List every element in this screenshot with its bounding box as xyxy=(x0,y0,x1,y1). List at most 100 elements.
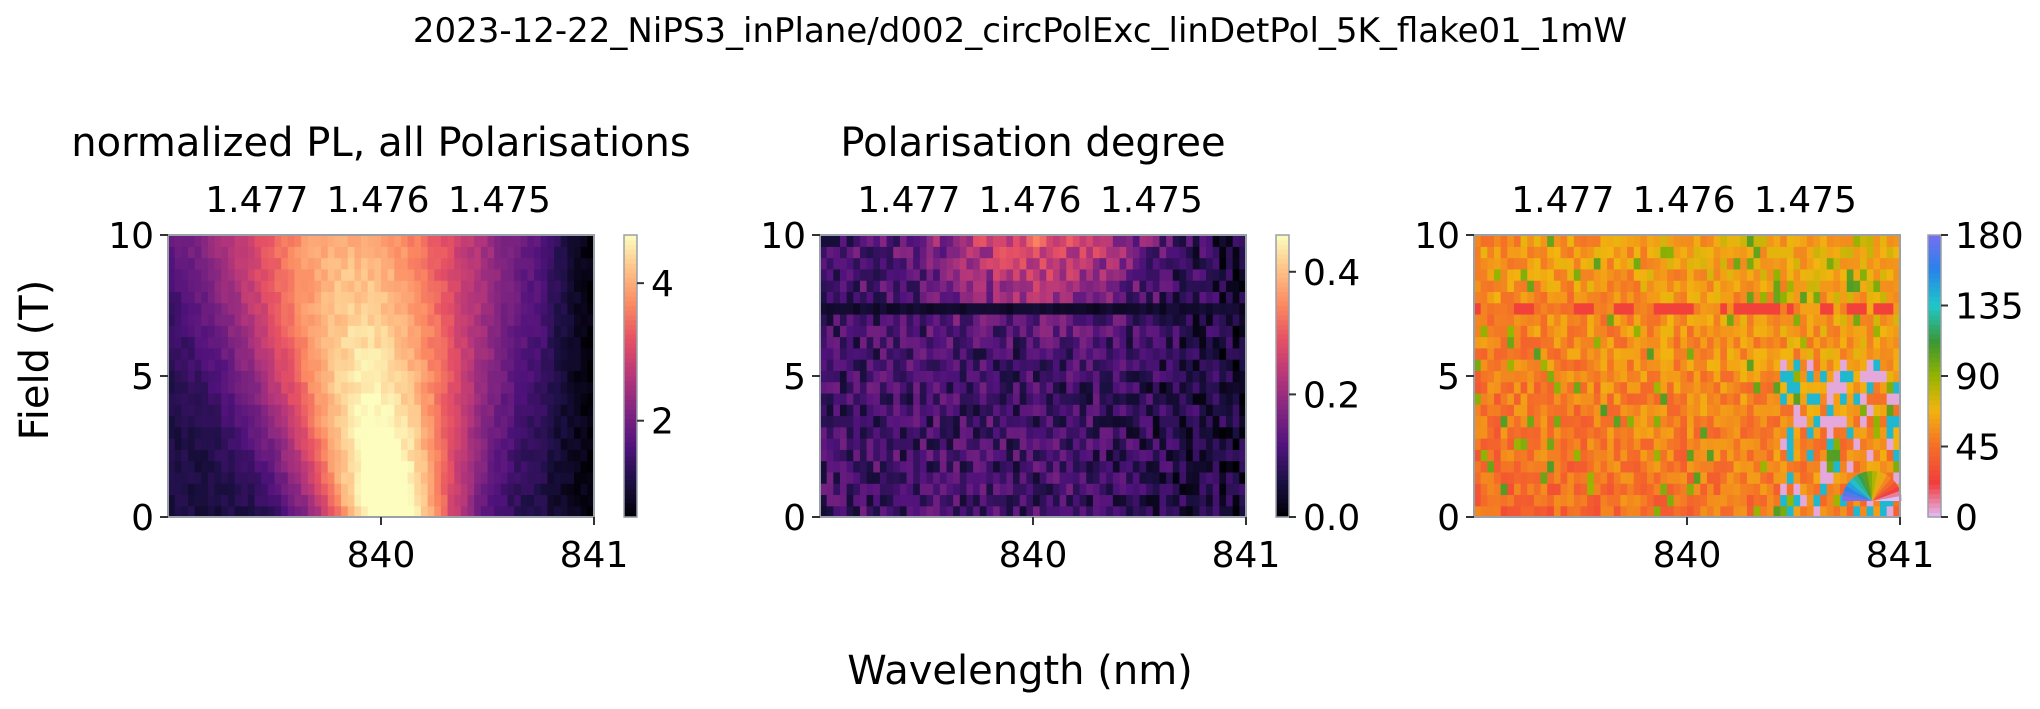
heatmap-cell xyxy=(341,370,349,383)
heatmap-cell xyxy=(261,359,269,371)
heatmap-cell xyxy=(354,336,362,349)
heatmap-cell xyxy=(1206,415,1214,428)
heatmap-cell xyxy=(1079,268,1087,281)
heatmap-cell xyxy=(214,359,222,371)
heatmap-cell xyxy=(1740,426,1748,439)
heatmap-cell xyxy=(926,257,934,270)
heatmap-cell xyxy=(1753,494,1761,507)
heatmap-cell xyxy=(440,336,449,349)
heatmap-cell xyxy=(1567,381,1575,394)
heatmap-cell xyxy=(307,325,316,338)
heatmap-cell xyxy=(207,415,216,428)
heatmap-cell xyxy=(361,257,369,270)
heatmap-cell xyxy=(1480,325,1488,338)
heatmap-cell xyxy=(540,460,549,473)
heatmap-cell xyxy=(1112,426,1121,439)
heatmap-cell xyxy=(973,449,981,462)
heatmap-cell xyxy=(574,370,582,383)
heatmap-cell xyxy=(341,336,349,349)
heatmap-cell xyxy=(447,313,455,326)
heatmap-cell xyxy=(434,325,442,338)
heatmap-cell xyxy=(1713,280,1721,292)
heatmap-cell xyxy=(580,415,588,428)
heatmap-cell xyxy=(1687,257,1695,270)
heatmap-cell xyxy=(500,415,509,428)
colorbar-segment xyxy=(1276,263,1289,269)
heatmap-cell xyxy=(993,449,1001,462)
heatmap-cell xyxy=(1226,460,1234,473)
heatmap-cell xyxy=(1152,392,1161,405)
heatmap-cell xyxy=(1687,426,1695,439)
heatmap-cell xyxy=(1493,370,1502,383)
heatmap-cell xyxy=(254,392,262,405)
heatmap-cell xyxy=(287,347,296,360)
heatmap-cell xyxy=(1613,246,1622,259)
heatmap-cell xyxy=(1139,268,1147,281)
heatmap-cell xyxy=(1733,404,1741,417)
heatmap-cell xyxy=(267,505,276,518)
heatmap-cell xyxy=(993,302,1001,315)
heatmap-cell xyxy=(973,426,981,439)
heatmap-cell xyxy=(1219,392,1227,405)
heatmap-cell xyxy=(1820,471,1828,484)
heatmap-cell xyxy=(361,291,369,304)
heatmap-cell xyxy=(1726,246,1735,259)
heatmap-cell xyxy=(1760,257,1768,270)
heatmap-cell xyxy=(1560,336,1568,349)
heatmap-cell xyxy=(460,494,469,507)
heatmap-cell xyxy=(1540,483,1548,496)
heatmap-cell xyxy=(1527,246,1535,259)
heatmap-cell xyxy=(427,313,435,326)
heatmap-cell xyxy=(174,359,182,371)
heatmap-cell xyxy=(1766,415,1775,428)
heatmap-cell xyxy=(1527,426,1535,439)
heatmap-cell xyxy=(407,280,415,292)
heatmap-cell xyxy=(1673,347,1681,360)
heatmap-cell xyxy=(1647,381,1655,394)
heatmap-cell xyxy=(1500,404,1508,417)
heatmap-cell xyxy=(1013,280,1021,292)
heatmap-cell xyxy=(334,415,342,428)
heatmap-cell xyxy=(1687,280,1695,292)
heatmap-cell xyxy=(1219,415,1227,428)
heatmap-cell xyxy=(1580,449,1588,462)
heatmap-cell xyxy=(833,336,841,349)
heatmap-cell xyxy=(833,505,841,518)
heatmap-cell xyxy=(1786,505,1795,518)
heatmap-cell xyxy=(1159,426,1167,439)
heatmap-cell xyxy=(221,494,229,507)
heatmap-cell xyxy=(1039,268,1047,281)
heatmap-cell xyxy=(993,460,1001,473)
heatmap-cell xyxy=(1493,246,1502,259)
heatmap-cell xyxy=(1846,313,1855,326)
heatmap-cell xyxy=(1766,257,1775,270)
colorbar-segment xyxy=(1276,446,1289,452)
heatmap-cell xyxy=(1893,381,1901,394)
heatmap-cell xyxy=(341,359,349,371)
heatmap-cell xyxy=(1059,460,1067,473)
heatmap-cell xyxy=(361,302,369,315)
heatmap-cell xyxy=(1232,336,1240,349)
heatmap-cell xyxy=(1079,392,1087,405)
heatmap-cell xyxy=(1773,257,1781,270)
heatmap-cell xyxy=(1766,392,1775,405)
heatmap-cell xyxy=(554,494,562,507)
heatmap-cell xyxy=(1706,325,1715,338)
heatmap-cell xyxy=(1166,280,1174,292)
heatmap-cell xyxy=(254,268,262,281)
heatmap-cell xyxy=(1199,426,1207,439)
heatmap-cell xyxy=(1893,438,1901,450)
heatmap-cell xyxy=(1587,313,1595,326)
heatmap-cell xyxy=(1126,313,1134,326)
heatmap-cell xyxy=(866,359,874,371)
heatmap-cell xyxy=(1232,347,1240,360)
heatmap-cell xyxy=(853,313,861,326)
heatmap-cell xyxy=(1474,404,1482,417)
heatmap-cell xyxy=(1593,392,1602,405)
heatmap-cell xyxy=(1019,347,1027,360)
heatmap-cell xyxy=(1507,415,1515,428)
heatmap-cell xyxy=(1800,449,1808,462)
heatmap-cell xyxy=(1186,460,1194,473)
heatmap-cell xyxy=(1567,392,1575,405)
heatmap-cell xyxy=(560,381,568,394)
